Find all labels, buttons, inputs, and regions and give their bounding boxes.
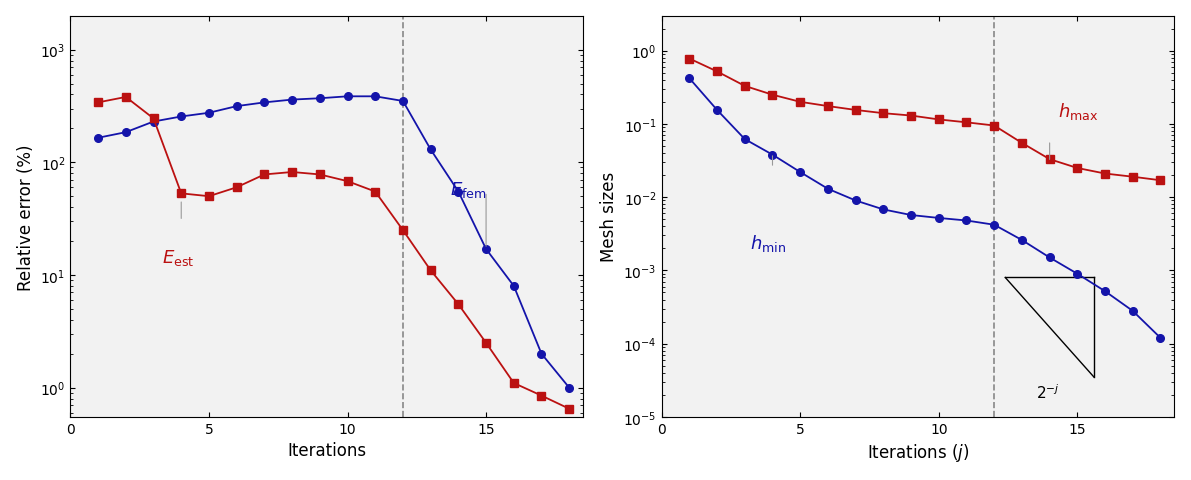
Text: $E_{\rm fem}$: $E_{\rm fem}$ <box>450 180 487 200</box>
Text: $2^{-j}$: $2^{-j}$ <box>1036 383 1060 401</box>
Text: $h_{\rm min}$: $h_{\rm min}$ <box>750 233 786 254</box>
Y-axis label: Relative error (%): Relative error (%) <box>17 144 35 290</box>
Y-axis label: Mesh sizes: Mesh sizes <box>600 172 618 262</box>
X-axis label: Iterations: Iterations <box>287 442 367 459</box>
X-axis label: Iterations $(j)$: Iterations $(j)$ <box>867 442 969 463</box>
Text: $E_{\rm est}$: $E_{\rm est}$ <box>162 248 194 267</box>
Text: $h_{\rm max}$: $h_{\rm max}$ <box>1058 100 1098 121</box>
